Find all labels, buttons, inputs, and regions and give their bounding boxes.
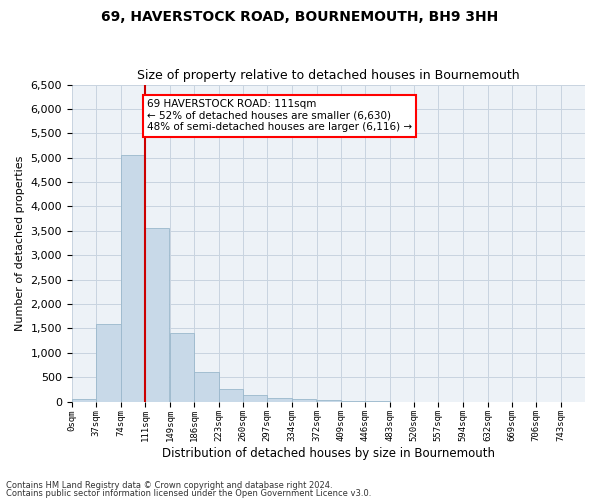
Bar [317, 400, 341, 402]
Bar [243, 395, 267, 402]
Bar [218, 389, 243, 402]
Bar [145, 228, 169, 402]
Bar [96, 324, 121, 402]
Bar [194, 372, 218, 402]
Text: Contains public sector information licensed under the Open Government Licence v3: Contains public sector information licen… [6, 489, 371, 498]
X-axis label: Distribution of detached houses by size in Bournemouth: Distribution of detached houses by size … [162, 447, 495, 460]
Bar [267, 398, 292, 402]
Y-axis label: Number of detached properties: Number of detached properties [15, 156, 25, 330]
Bar [170, 334, 194, 402]
Bar [292, 400, 316, 402]
Bar [72, 399, 96, 402]
Text: 69 HAVERSTOCK ROAD: 111sqm
← 52% of detached houses are smaller (6,630)
48% of s: 69 HAVERSTOCK ROAD: 111sqm ← 52% of deta… [147, 99, 412, 132]
Text: 69, HAVERSTOCK ROAD, BOURNEMOUTH, BH9 3HH: 69, HAVERSTOCK ROAD, BOURNEMOUTH, BH9 3H… [101, 10, 499, 24]
Text: Contains HM Land Registry data © Crown copyright and database right 2024.: Contains HM Land Registry data © Crown c… [6, 480, 332, 490]
Title: Size of property relative to detached houses in Bournemouth: Size of property relative to detached ho… [137, 69, 520, 82]
Bar [121, 156, 145, 402]
